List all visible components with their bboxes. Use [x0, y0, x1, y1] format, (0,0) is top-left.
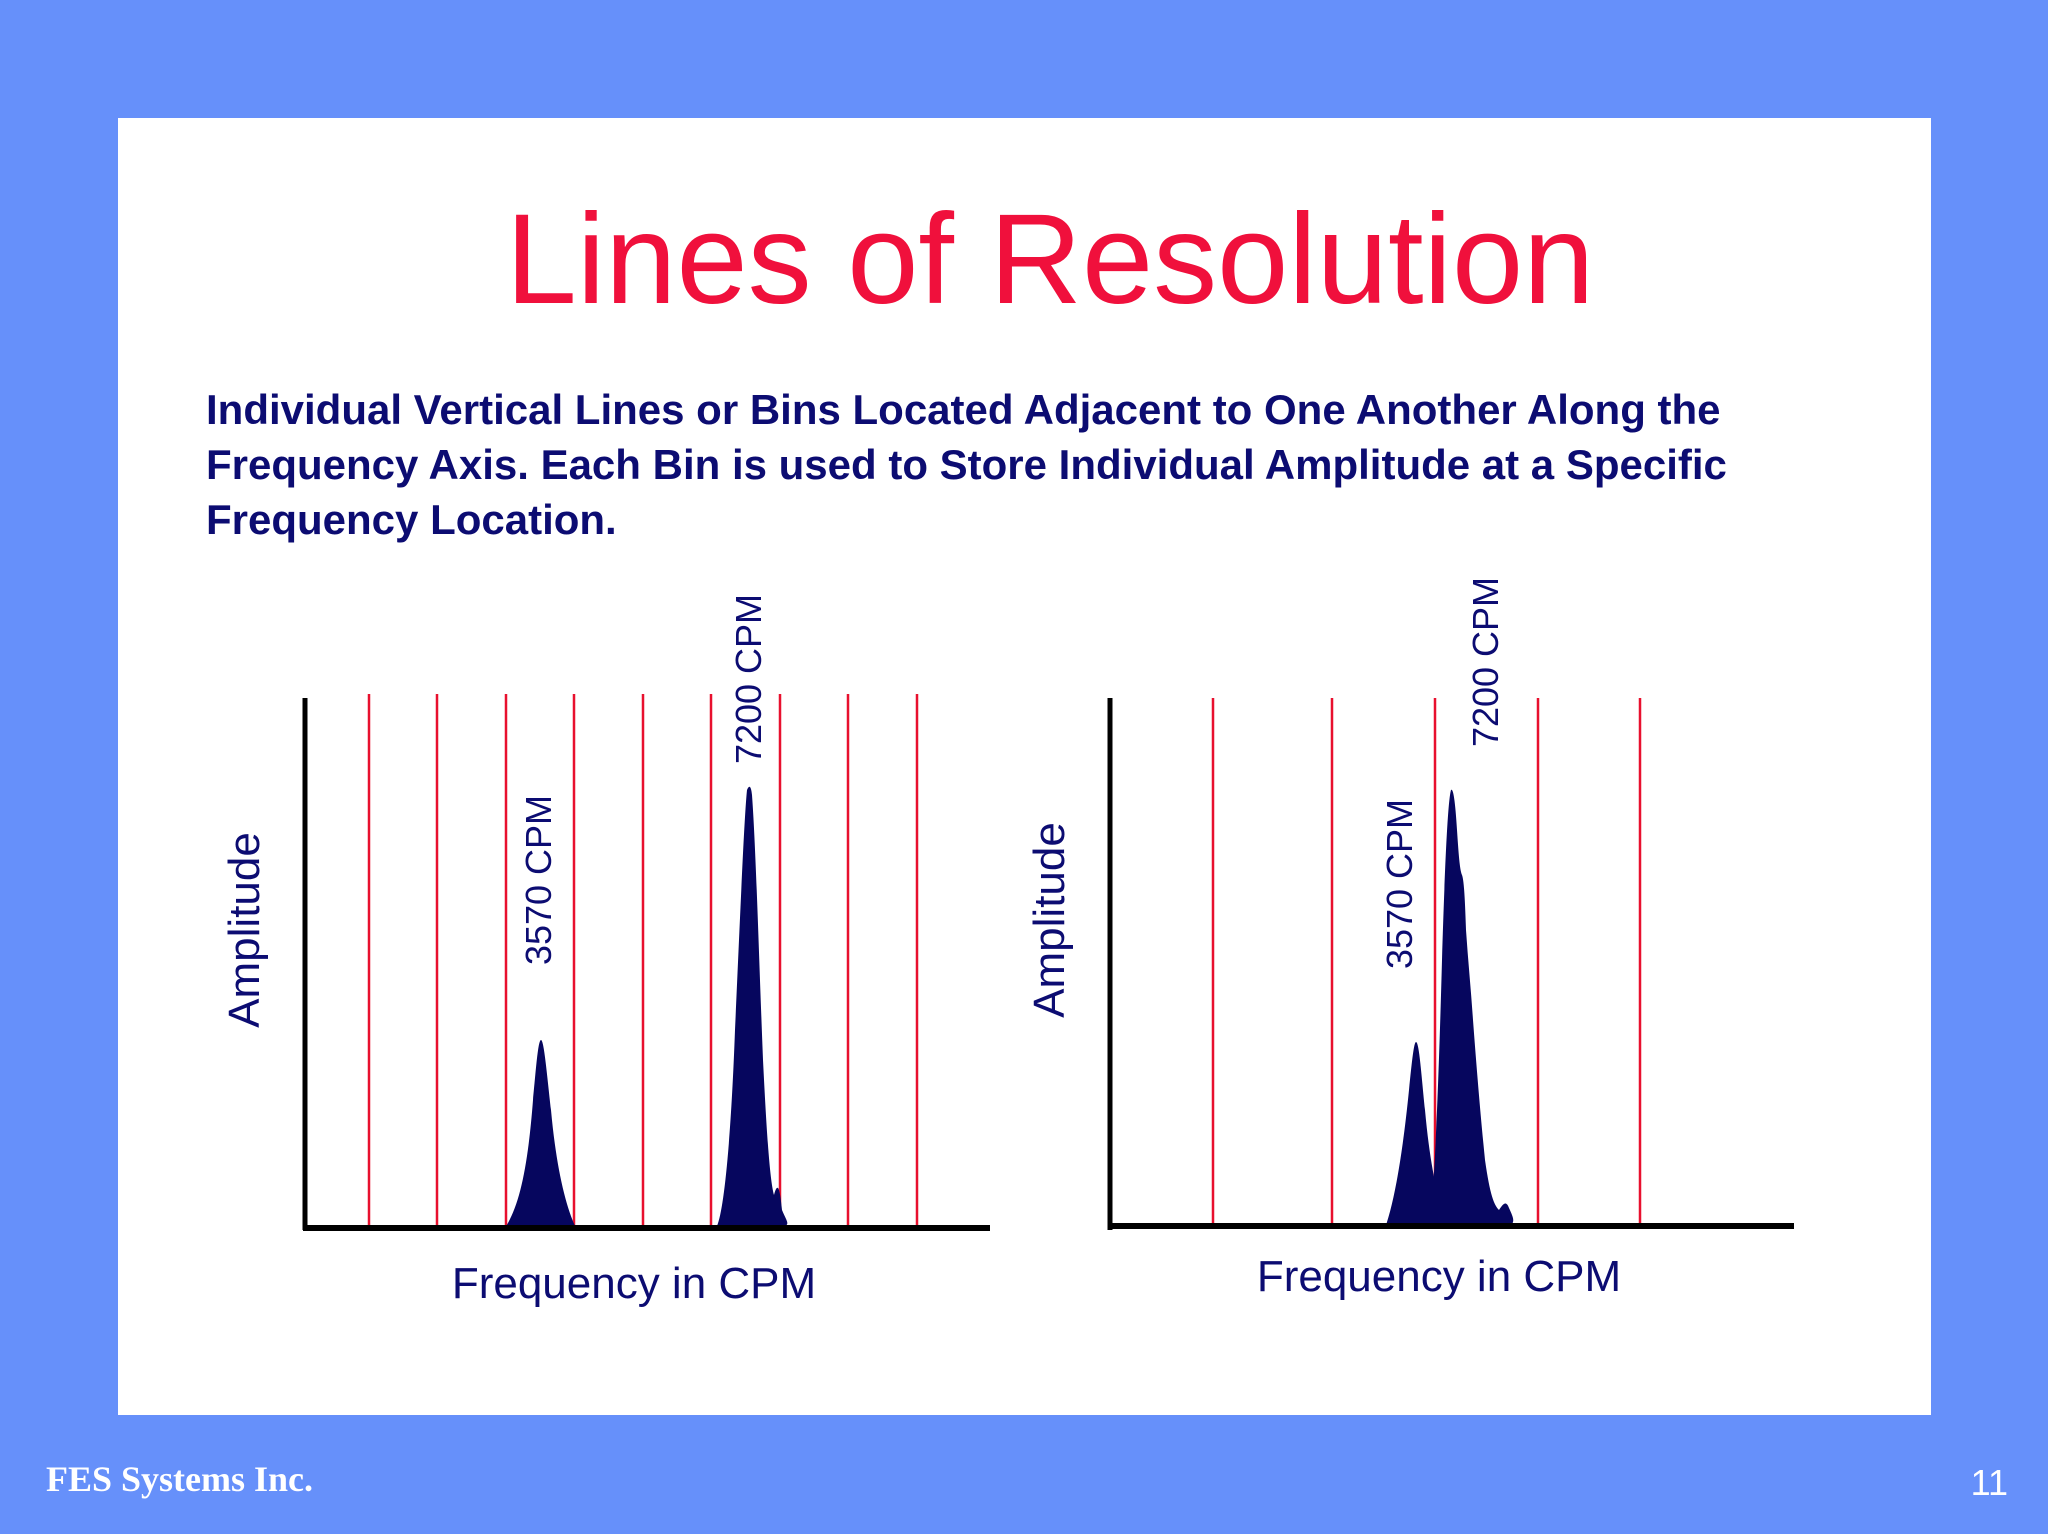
diagram-higher-resolution: Amplitude Frequency in CPM 3570 CPM 7200… [220, 594, 990, 1308]
x-axis-label: Frequency in CPM [452, 1259, 816, 1308]
slide-title: Lines of Resolution [505, 188, 1595, 331]
diagram-lower-resolution: Amplitude Frequency in CPM 3570 CPM 7200… [1025, 577, 1794, 1301]
peak-label-7200: 7200 CPM [1465, 577, 1506, 747]
page-number: 11 [1970, 1462, 2008, 1503]
peak-3570 [505, 1040, 576, 1228]
y-axis-label: Amplitude [220, 832, 269, 1028]
x-axis-label: Frequency in CPM [1257, 1252, 1621, 1301]
peak-label-3570: 3570 CPM [1379, 799, 1420, 969]
peak-7200 [717, 786, 788, 1226]
peak-label-3570: 3570 CPM [518, 795, 559, 965]
bin-lines [367, 694, 919, 1228]
peak-label-7200: 7200 CPM [728, 594, 769, 764]
footer-company-name: FES Systems Inc. [46, 1459, 314, 1499]
peak-7200 [1430, 789, 1514, 1228]
y-axis-label: Amplitude [1025, 822, 1074, 1018]
slide-panel [118, 118, 1931, 1415]
bin-lines [1211, 698, 1642, 1227]
slide-description: Individual Vertical Lines or Bins Locate… [206, 386, 1727, 543]
